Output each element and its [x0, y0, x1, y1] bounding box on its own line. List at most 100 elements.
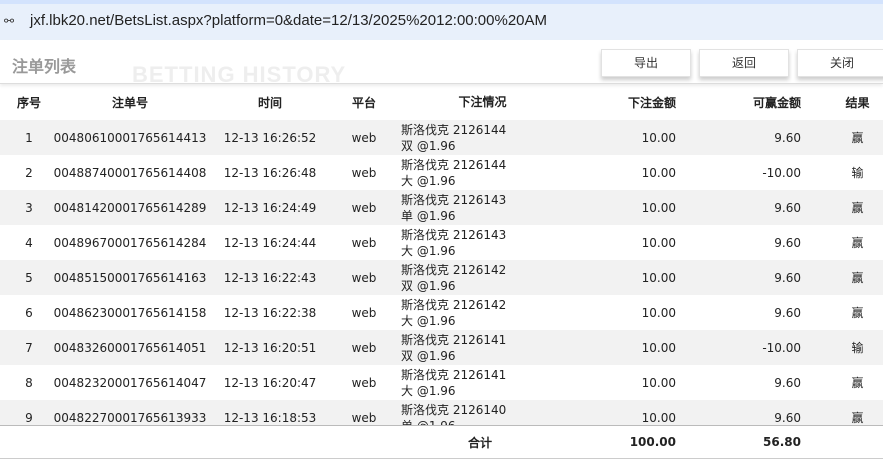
platform: web: [351, 130, 377, 145]
platform: web: [351, 340, 377, 355]
watermark: BETTING HISTORY: [132, 62, 347, 87]
total-win: 56.80: [763, 435, 801, 449]
platform: web: [351, 410, 377, 425]
row-number: 8: [25, 375, 33, 390]
col-header: 可赢金额: [752, 95, 801, 110]
bet-pick: 双 @1.96: [401, 138, 456, 153]
bet-detail: 斯洛伐克 2126143 单 @1.96: [401, 190, 571, 225]
win-amount: 9.60: [774, 270, 801, 285]
bet-game: 斯洛伐克 2126142: [401, 262, 507, 277]
win-amount: 9.60: [774, 375, 801, 390]
table-row[interactable]: 2 00488740001765614408 12-13 16:26:48 we…: [0, 155, 883, 190]
bet-detail: 斯洛伐克 2126140单 @1.96: [401, 400, 571, 426]
bet-result: 赢: [851, 306, 864, 320]
bet-time: 12-13 16:20:51: [223, 340, 317, 355]
win-amount: -10.00: [762, 165, 801, 180]
close-button[interactable]: 关闭: [797, 49, 883, 77]
bet-id: 00482270001765613933: [53, 410, 207, 425]
platform: web: [351, 200, 377, 215]
page-header: 注单列表 BETTING HISTORY 导出 返回 关闭: [0, 40, 883, 87]
bet-time: 12-13 16:24:49: [223, 200, 317, 215]
bet-id: 00481420001765614289: [53, 200, 207, 215]
total-label: 合计: [467, 435, 492, 450]
bet-result: 赢: [851, 411, 864, 425]
bet-amount: 10.00: [641, 200, 676, 215]
bet-id: 00485150001765614163: [53, 270, 207, 285]
bet-detail: 斯洛伐克 2126143 大 @1.96: [401, 225, 571, 260]
table-row[interactable]: 4 00489670001765614284 12-13 16:24:44 we…: [0, 225, 883, 260]
table-header: 序号 注单号 时间 平台 下注情况 下注金额 可赢金额 结果: [0, 84, 883, 120]
table-row[interactable]: 6 00486230001765614158 12-13 16:22:38 we…: [0, 295, 883, 330]
col-header: 下注情况: [458, 95, 507, 109]
win-amount: 9.60: [774, 305, 801, 320]
col-header: 序号: [16, 95, 41, 110]
bet-detail: 斯洛伐克 2126141 大 @1.96: [401, 365, 571, 400]
bet-game: 斯洛伐克 2126142: [401, 297, 507, 312]
bet-detail: 斯洛伐克 2126142 双 @1.96: [401, 260, 571, 295]
table-row[interactable]: 9 00482270001765613933 12-13 16:18:53 we…: [0, 400, 883, 425]
bet-game: 斯洛伐克 2126140: [401, 402, 507, 417]
back-button[interactable]: 返回: [699, 49, 789, 77]
table-row[interactable]: 7 00483260001765614051 12-13 16:20:51 we…: [0, 330, 883, 365]
win-amount: 9.60: [774, 410, 801, 425]
bet-game: 斯洛伐克 2126141: [401, 367, 507, 382]
bet-time: 12-13 16:22:38: [223, 305, 317, 320]
platform: web: [351, 270, 377, 285]
row-number: 7: [25, 340, 33, 355]
table-row[interactable]: 5 00485150001765614163 12-13 16:22:43 we…: [0, 260, 883, 295]
row-number: 2: [25, 165, 33, 180]
platform: web: [351, 305, 377, 320]
bet-time: 12-13 16:26:48: [223, 165, 317, 180]
bet-amount: 10.00: [641, 340, 676, 355]
bet-pick: 大 @1.96: [401, 313, 456, 328]
bet-id: 00482320001765614047: [53, 375, 207, 390]
bet-result: 输: [851, 341, 864, 355]
bet-pick: 双 @1.96: [401, 348, 456, 363]
bet-id: 00489670001765614284: [53, 235, 207, 250]
bet-pick: 大 @1.96: [401, 243, 456, 258]
bet-pick: 单 @1.96: [401, 418, 456, 426]
table-body[interactable]: 1 00480610001765614413 12-13 16:26:52 we…: [0, 120, 883, 425]
bet-game: 斯洛伐克 2126144: [401, 122, 507, 137]
col-header: 时间: [257, 95, 282, 110]
row-number: 5: [25, 270, 33, 285]
bet-amount: 10.00: [641, 410, 676, 425]
bet-amount: 10.00: [641, 305, 676, 320]
bet-time: 12-13 16:22:43: [223, 270, 317, 285]
col-header: 结果: [845, 95, 870, 110]
bet-result: 输: [851, 166, 864, 180]
address-bar[interactable]: ⚯ jxf.lbk20.net/BetsList.aspx?platform=0…: [0, 0, 883, 40]
bet-pick: 大 @1.96: [401, 173, 456, 188]
platform: web: [351, 165, 377, 180]
row-number: 1: [25, 130, 33, 145]
col-header: 平台: [351, 95, 376, 110]
bet-id: 00483260001765614051: [53, 340, 207, 355]
row-number: 9: [25, 410, 33, 425]
bet-time: 12-13 16:26:52: [223, 130, 317, 145]
win-amount: 9.60: [774, 130, 801, 145]
bet-game: 斯洛伐克 2126144: [401, 157, 507, 172]
col-header: 注单号: [111, 95, 148, 110]
table-footer: 合计 100.00 56.80: [0, 425, 883, 459]
bet-game: 斯洛伐克 2126143: [401, 227, 507, 242]
url-text[interactable]: jxf.lbk20.net/BetsList.aspx?platform=0&d…: [30, 12, 548, 29]
bet-detail: 斯洛伐克 2126141 双 @1.96: [401, 330, 571, 365]
row-number: 4: [25, 235, 33, 250]
table-row[interactable]: 1 00480610001765614413 12-13 16:26:52 we…: [0, 120, 883, 155]
bet-amount: 10.00: [641, 270, 676, 285]
table-row[interactable]: 8 00482320001765614047 12-13 16:20:47 we…: [0, 365, 883, 400]
bet-id: 00486230001765614158: [53, 305, 207, 320]
tune-icon[interactable]: ⚯: [4, 14, 15, 28]
bet-time: 12-13 16:20:47: [223, 375, 317, 390]
table-row[interactable]: 3 00481420001765614289 12-13 16:24:49 we…: [0, 190, 883, 225]
bet-amount: 10.00: [641, 375, 676, 390]
platform: web: [351, 235, 377, 250]
win-amount: 9.60: [774, 200, 801, 215]
row-number: 6: [25, 305, 33, 320]
win-amount: -10.00: [762, 340, 801, 355]
bet-detail: 斯洛伐克 2126142 大 @1.96: [401, 295, 571, 330]
bet-result: 赢: [851, 376, 864, 390]
bet-time: 12-13 16:18:53: [223, 410, 317, 425]
export-button[interactable]: 导出: [601, 49, 691, 77]
bet-detail: 斯洛伐克 2126144 双 @1.96: [401, 120, 571, 155]
